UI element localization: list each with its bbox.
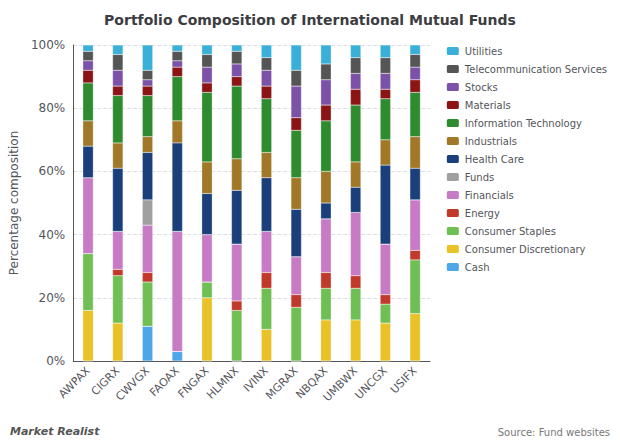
svg-text:Portfolio Composition of Inter: Portfolio Composition of International M… [104,12,516,28]
svg-text:80%: 80% [39,101,66,115]
svg-text:60%: 60% [39,164,66,178]
svg-text:CWVGX: CWVGX [113,364,152,403]
svg-text:Consumer Discretionary: Consumer Discretionary [465,244,586,255]
svg-text:UMBWX: UMBWX [321,364,361,404]
svg-text:Source: Fund websites: Source: Fund websites [498,427,610,438]
svg-text:USIFX: USIFX [388,364,420,396]
svg-text:MGRAX: MGRAX [263,364,301,402]
svg-text:20%: 20% [39,291,66,305]
svg-text:IVINX: IVINX [240,364,272,395]
svg-text:Cash: Cash [465,262,490,273]
svg-text:Health Care: Health Care [465,154,524,165]
svg-text:Telecommunication Services: Telecommunication Services [464,64,607,75]
svg-text:Market Realist: Market Realist [10,425,100,438]
svg-text:Consumer Staples: Consumer Staples [465,226,556,237]
svg-text:NBQAX: NBQAX [293,364,331,402]
svg-text:Energy: Energy [465,208,500,219]
svg-text:Percentage composition: Percentage composition [7,131,21,275]
svg-text:Materials: Materials [465,100,511,111]
svg-text:Industrials: Industrials [465,136,517,147]
svg-text:FAOAX: FAOAX [147,364,182,400]
svg-text:CIGRX: CIGRX [88,364,123,399]
svg-text:Information Technology: Information Technology [465,118,582,129]
svg-text:Financials: Financials [465,190,514,201]
svg-text:Funds: Funds [465,172,494,183]
svg-text:100%: 100% [31,38,65,52]
svg-text:HLMNX: HLMNX [204,364,242,402]
svg-text:0%: 0% [46,354,65,368]
svg-text:FNGAX: FNGAX [175,364,212,401]
svg-text:UNCGX: UNCGX [353,364,391,402]
svg-text:AWPAX: AWPAX [56,364,93,401]
svg-text:Stocks: Stocks [465,82,498,93]
svg-text:40%: 40% [39,228,66,242]
svg-text:Utilities: Utilities [465,46,503,57]
